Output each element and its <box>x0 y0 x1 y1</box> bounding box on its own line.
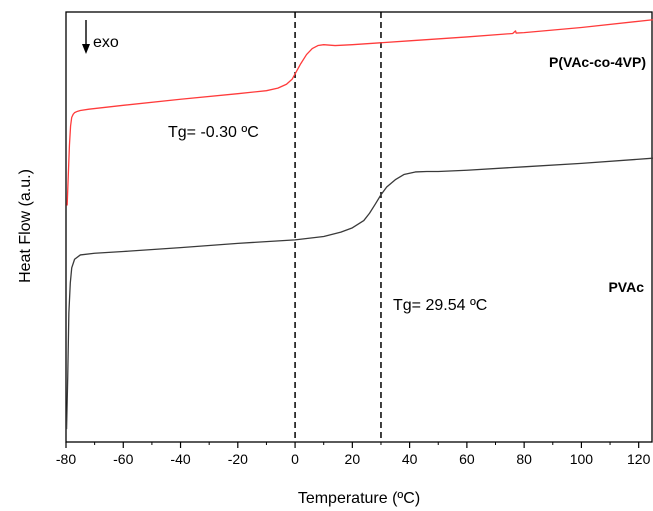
series-line-pvac <box>65 157 653 430</box>
x-tick-label-8: 80 <box>516 451 532 467</box>
x-tick-label-5: 20 <box>345 451 361 467</box>
x-tick-label-6: 40 <box>402 451 418 467</box>
series-label-copolymer: P(VAc-co-4VP) <box>549 54 646 70</box>
x-tick-label-3: -20 <box>228 451 248 467</box>
exo-indicator: exo <box>82 20 119 54</box>
x-axis-label: Temperature (ºC) <box>298 490 420 507</box>
exo-arrow-icon <box>82 44 90 54</box>
x-tick-label-10: 120 <box>627 451 651 467</box>
tg-annotation-pvac: Tg= 29.54 ºC <box>393 297 487 314</box>
plot-area: -80 -60 -40 -20 0 20 40 60 80 100 120 <box>56 11 653 467</box>
y-axis-label: Heat Flow (a.u.) <box>17 169 34 283</box>
x-tick-label-4: 0 <box>291 451 299 467</box>
x-tick-label-7: 60 <box>459 451 475 467</box>
x-tick-label-9: 100 <box>570 451 594 467</box>
x-tick-label-1: -60 <box>113 451 133 467</box>
series-line-copolymer <box>66 19 653 206</box>
series-label-pvac: PVAc <box>608 279 644 295</box>
exo-label: exo <box>93 34 119 51</box>
plot-frame <box>65 11 653 443</box>
tg-annotation-copolymer: Tg= -0.30 ºC <box>168 124 259 141</box>
x-tick-label-2: -40 <box>170 451 190 467</box>
x-tick-label-0: -80 <box>56 451 76 467</box>
